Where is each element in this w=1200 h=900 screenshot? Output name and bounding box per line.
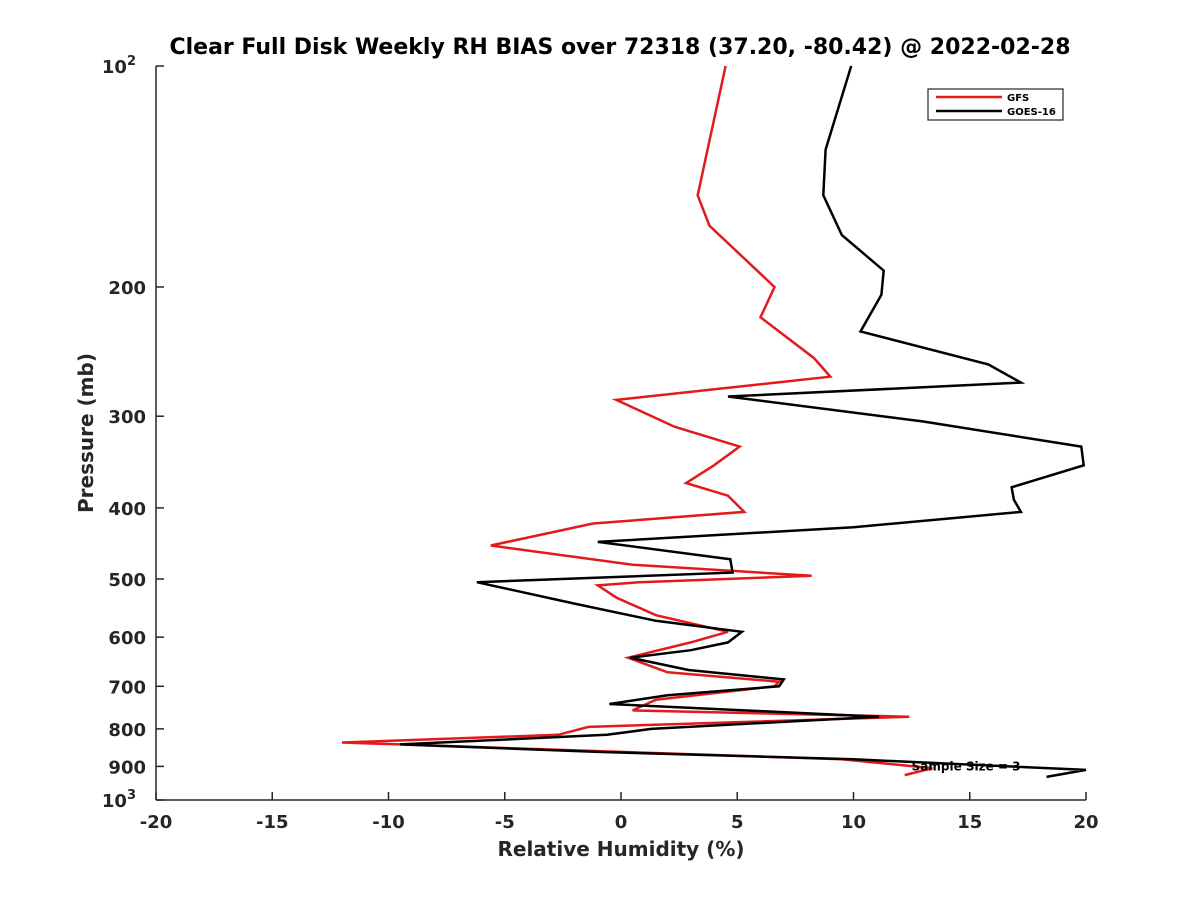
y-tick-label: 600 [108, 628, 146, 649]
legend-box [927, 88, 1064, 121]
x-tick-label: 0 [615, 812, 628, 833]
series-layer [341, 65, 1087, 779]
x-tick-label: 5 [731, 812, 744, 833]
x-tick-label: -5 [495, 812, 515, 833]
y-tick-label: 500 [108, 570, 146, 591]
y-tick-label: 800 [108, 720, 146, 741]
chart-title: Clear Full Disk Weekly RH BIAS over 7231… [169, 35, 1070, 60]
y-tick-label: 103 [102, 788, 136, 812]
y-tick-label: 300 [108, 407, 146, 428]
x-axis-label: Relative Humidity (%) [497, 837, 744, 861]
x-tick-label: 20 [1073, 812, 1098, 833]
x-tick-label: -15 [256, 812, 289, 833]
legend-label-gfs: GFS [1007, 93, 1029, 104]
series-line-gfs [341, 65, 933, 777]
x-axis-ticks: -20 -15 -10 -5 0 5 10 15 20 [140, 792, 1099, 833]
y-tick-label: 900 [108, 757, 146, 778]
y-axis-label: Pressure (mb) [74, 353, 98, 513]
y-tick-label: 102 [102, 54, 136, 78]
sample-size-annotation: Sample Size = 3 [912, 759, 1021, 773]
legend: GFS GOES-16 [927, 88, 1064, 121]
x-tick-label: 10 [841, 812, 866, 833]
legend-label-goes-16: GOES-16 [1007, 107, 1056, 118]
plot-area: -20 -15 -10 -5 0 5 10 15 20 102 200 300 400 500 600 70… [102, 54, 1099, 833]
y-tick-label: 400 [108, 499, 146, 520]
y-tick-label: 200 [108, 278, 146, 299]
x-tick-label: -10 [372, 812, 405, 833]
y-axis-ticks: 102 200 300 400 500 600 700 800 900 103 [102, 54, 164, 812]
x-tick-label: 15 [957, 812, 982, 833]
series-line-goes-16 [400, 65, 1087, 779]
y-tick-label: 700 [108, 677, 146, 698]
x-tick-label: -20 [140, 812, 173, 833]
